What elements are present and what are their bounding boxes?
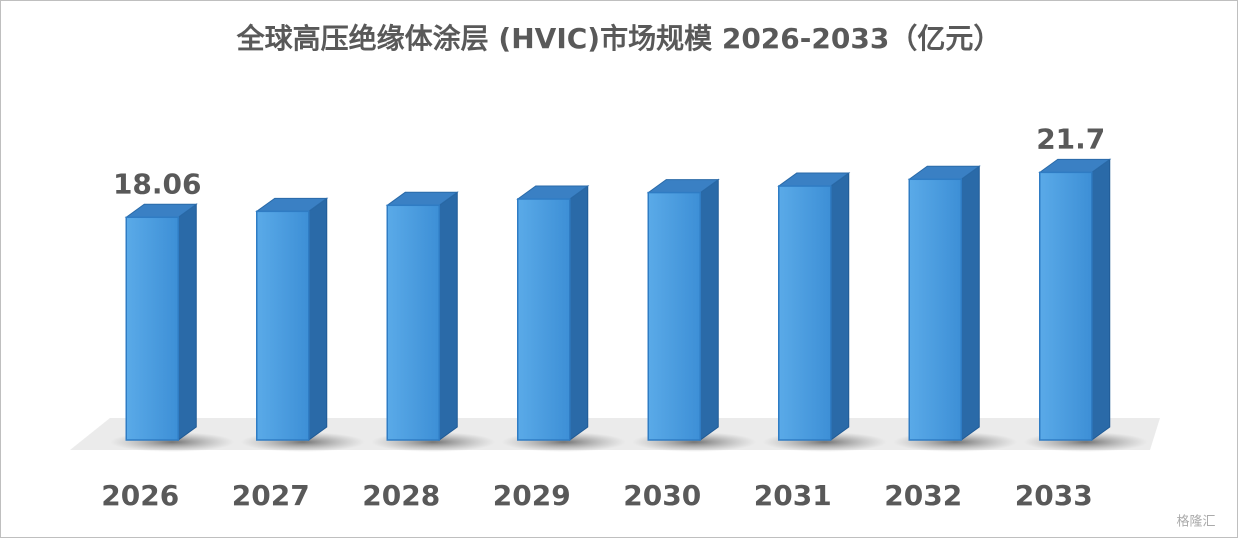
bar-side <box>960 165 980 441</box>
x-tick-label: 2029 <box>493 479 571 512</box>
bar <box>647 191 701 441</box>
x-tick-label: 2030 <box>623 479 701 512</box>
bar <box>517 198 571 441</box>
chart-title: 全球高压绝缘体涂层 (HVIC)市场规模 2026-2033（亿元） <box>236 22 1002 55</box>
bar <box>386 204 440 441</box>
data-label: 21.7 <box>1036 122 1105 155</box>
x-tick-label: 2028 <box>362 479 440 512</box>
bar <box>1039 171 1093 441</box>
bar-side <box>438 191 458 441</box>
x-tick-label: 2026 <box>101 479 179 512</box>
bar-side <box>1091 158 1111 441</box>
watermark: 格隆汇 <box>1176 514 1215 530</box>
bar-side <box>308 197 328 441</box>
bar-side <box>699 178 719 441</box>
x-tick-label: 2032 <box>884 479 962 512</box>
bar <box>908 178 962 441</box>
bar-side <box>569 185 589 441</box>
bar-side <box>177 203 197 441</box>
x-tick-label: 2027 <box>232 479 310 512</box>
x-tick-label: 2031 <box>754 479 832 512</box>
bar-side <box>830 172 850 441</box>
x-tick-label: 2033 <box>1015 479 1093 512</box>
bar <box>125 216 179 441</box>
data-label: 18.06 <box>113 167 202 200</box>
bar <box>256 210 310 441</box>
bar <box>778 185 832 441</box>
